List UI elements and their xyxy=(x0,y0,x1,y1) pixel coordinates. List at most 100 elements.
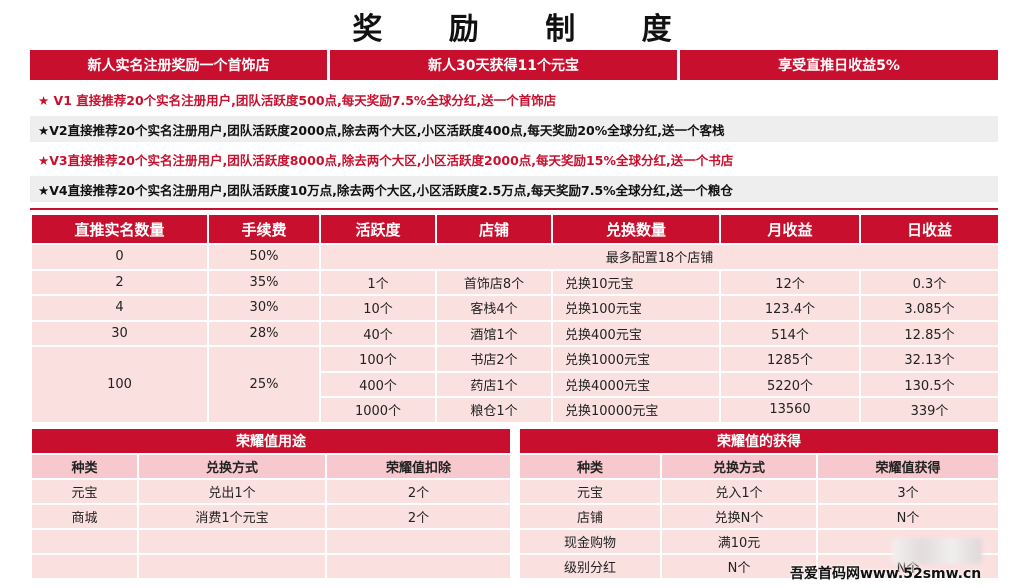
table-row xyxy=(30,553,512,580)
table-cell: 2 xyxy=(30,268,209,296)
table-cell: 40个 xyxy=(319,319,437,347)
column-header: 种类 xyxy=(30,453,139,480)
column-header: 兑换方式 xyxy=(660,453,818,480)
table-cell: 满10元 xyxy=(660,528,818,555)
table-cell: 现金购物 xyxy=(518,528,662,555)
table-row: 1000个 粮仓1个 兑换10000元宝 13560 339个 xyxy=(31,396,1000,424)
table-cell: 400个 xyxy=(319,370,437,398)
table-header-row: 种类 兑换方式 荣耀值扣除 xyxy=(30,453,512,480)
reward-header-bar: 新人实名注册奖励一个首饰店 新人30天获得11个元宝 享受直推日收益5% xyxy=(30,50,998,80)
honor-use-table: 荣耀值用途 种类 兑换方式 荣耀值扣除 元宝 兑出1个 2个 商城 消费1个元宝… xyxy=(30,427,512,580)
column-header: 活跃度 xyxy=(319,213,437,245)
table-cell: 35% xyxy=(207,268,321,296)
column-header: 荣耀值获得 xyxy=(815,453,1001,480)
blurred-region xyxy=(892,538,982,564)
table-cell: 13560 xyxy=(719,396,861,424)
table-row: 400个 药店1个 兑换4000元宝 5220个 130.5个 xyxy=(31,370,1000,398)
header-cell-new-user-ingots: 新人30天获得11个元宝 xyxy=(330,50,677,80)
column-header: 种类 xyxy=(518,453,662,480)
table-row: 商城 消费1个元宝 2个 xyxy=(30,503,512,530)
table-cell: N个 xyxy=(815,503,1001,530)
table-cell: 消费1个元宝 xyxy=(137,503,327,530)
table-cell: 32.13个 xyxy=(859,345,1000,373)
table-cell xyxy=(137,528,327,555)
table-cell: 1000个 xyxy=(319,396,437,424)
table-cell: 兑入1个 xyxy=(660,478,818,505)
level-v3: ★V3直接推荐20个实名注册用户,团队活跃度8000点,除去两个大区,小区活跃度… xyxy=(30,146,998,172)
table-cell: 兑换1000元宝 xyxy=(551,345,721,373)
table-cell: 1285个 xyxy=(719,345,861,373)
table-cell: 339个 xyxy=(859,396,1000,424)
table-cell: 10个 xyxy=(319,294,437,322)
table-cell: 2个 xyxy=(325,503,512,530)
table-cell: 商城 xyxy=(30,503,139,530)
table-cell: 2个 xyxy=(325,478,512,505)
table-cell: 兑换100元宝 xyxy=(551,294,721,322)
table-cell: 元宝 xyxy=(518,478,662,505)
table-cell xyxy=(137,553,327,580)
column-header: 月收益 xyxy=(719,213,861,245)
table-cell xyxy=(325,528,512,555)
table-row: 元宝 兑出1个 2个 xyxy=(30,478,512,505)
column-header: 荣耀值扣除 xyxy=(325,453,512,480)
table-cell: 3.085个 xyxy=(859,294,1000,322)
table-cell: 0.3个 xyxy=(859,268,1000,296)
table-cell xyxy=(325,553,512,580)
table-cell: 兑换4000元宝 xyxy=(551,370,721,398)
table-row: 0 50% 最多配置18个店铺 xyxy=(30,243,1000,271)
table-row: 100 25% 100个 书店2个 兑换1000元宝 1285个 32.13个 xyxy=(30,345,1000,424)
level-v2: ★V2直接推荐20个实名注册用户,团队活跃度2000点,除去两个大区,小区活跃度… xyxy=(30,116,998,142)
table-cell: 123.4个 xyxy=(719,294,861,322)
table-cell: 兑换10元宝 xyxy=(551,268,721,296)
table-row: 2 35% 1个 首饰店8个 兑换10元宝 12个 0.3个 xyxy=(30,268,1000,296)
table-row: 30 28% 40个 酒馆1个 兑换400元宝 514个 12.85个 xyxy=(30,319,1000,347)
table-cell: 30% xyxy=(207,294,321,322)
table-cell: 级别分红 xyxy=(518,553,662,580)
table-cell xyxy=(30,528,139,555)
reward-table: 直推实名数量 手续费 活跃度 店铺 兑换数量 月收益 日收益 0 50% 最多配… xyxy=(30,213,1000,424)
table-cell: 书店2个 xyxy=(435,345,553,373)
table-cell: 4 xyxy=(30,294,209,322)
table-cell: 客栈4个 xyxy=(435,294,553,322)
table-row xyxy=(30,528,512,555)
table-cell: 100 xyxy=(30,345,209,424)
table-cell: 店铺 xyxy=(518,503,662,530)
table-cell: 30 xyxy=(30,319,209,347)
table-cell: 130.5个 xyxy=(859,370,1000,398)
table-cell: 514个 xyxy=(719,319,861,347)
honor-get-caption: 荣耀值的获得 xyxy=(517,427,1001,455)
table-cell xyxy=(30,553,139,580)
honor-use-caption: 荣耀值用途 xyxy=(30,427,512,455)
table-cell: 50% xyxy=(207,243,321,271)
table-cell: 酒馆1个 xyxy=(435,319,553,347)
table-cell: 首饰店8个 xyxy=(435,268,553,296)
table-cell: 5220个 xyxy=(719,370,861,398)
column-header: 兑换方式 xyxy=(137,453,327,480)
level-v4: ★V4直接推荐20个实名注册用户,团队活跃度10万点,除去两个大区,小区活跃度2… xyxy=(30,176,998,202)
table-cell: 兑换N个 xyxy=(660,503,818,530)
table-row: 元宝 兑入1个 3个 xyxy=(518,478,1001,505)
table-cell: 1个 xyxy=(319,268,437,296)
column-header: 直推实名数量 xyxy=(30,213,209,245)
table-cell: 药店1个 xyxy=(435,370,553,398)
table-header-row: 直推实名数量 手续费 活跃度 店铺 兑换数量 月收益 日收益 xyxy=(30,213,1000,245)
table-cell: 兑换400元宝 xyxy=(551,319,721,347)
table-row: 4 30% 10个 客栈4个 兑换100元宝 123.4个 3.085个 xyxy=(30,294,1000,322)
table-cell: 28% xyxy=(207,319,321,347)
table-cell: 25% xyxy=(207,345,321,424)
level-v1: ★ V1 直接推荐20个实名注册用户,团队活跃度500点,每天奖励7.5%全球分… xyxy=(30,86,998,112)
column-header: 兑换数量 xyxy=(551,213,721,245)
page-title: 奖 励 制 度 xyxy=(352,12,700,47)
table-cell: 元宝 xyxy=(30,478,139,505)
table-cell: 3个 xyxy=(815,478,1001,505)
table-cell: 兑换10000元宝 xyxy=(551,396,721,424)
section-divider xyxy=(30,208,998,210)
table-cell: 12.85个 xyxy=(859,319,1000,347)
table-cell: 12个 xyxy=(719,268,861,296)
table-cell: N个 xyxy=(660,553,818,580)
table-row: 店铺 兑换N个 N个 xyxy=(518,503,1001,530)
column-header: 店铺 xyxy=(435,213,553,245)
column-header: 日收益 xyxy=(859,213,1000,245)
table-cell: 兑出1个 xyxy=(137,478,327,505)
table-header-row: 种类 兑换方式 荣耀值获得 xyxy=(518,453,1001,480)
